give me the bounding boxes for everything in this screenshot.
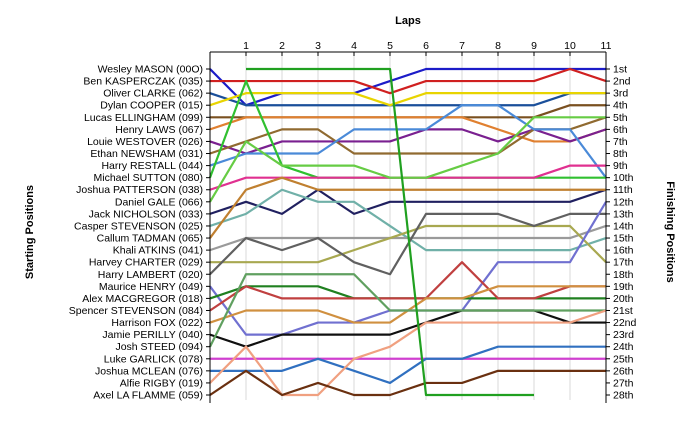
lap-tick-label: 11 xyxy=(601,40,612,52)
starting-label: Louie WESTOVER (026) xyxy=(87,136,203,148)
starting-position-labels: Wesley MASON (00O)Ben KASPERCZAK (035)Ol… xyxy=(69,64,203,402)
finishing-label: 19th xyxy=(613,281,634,293)
starting-label: Jamie PERILLY (040) xyxy=(102,329,203,341)
axes xyxy=(206,51,610,403)
finishing-position-labels: 1st2nd3rd4th5th6th7th8th9th10th11th12th1… xyxy=(613,64,637,402)
series-line-12 xyxy=(209,116,606,203)
finishing-label: 26th xyxy=(613,365,634,377)
starting-label: Jack NICHOLSON (033) xyxy=(89,208,203,220)
lap-tick-label: 3 xyxy=(315,40,321,52)
starting-label: Callum TADMAN (065) xyxy=(97,233,203,245)
finishing-label: 7th xyxy=(613,136,628,148)
series-line-4 xyxy=(209,92,606,107)
lap-tick-label: 2 xyxy=(279,40,285,52)
starting-label: Harry RESTALL (044) xyxy=(101,160,203,172)
finishing-label: 24th xyxy=(613,341,634,353)
series-line-29 xyxy=(246,67,534,397)
series-line-20 xyxy=(209,285,606,300)
starting-label: Harry LAMBERT (020) xyxy=(98,269,203,281)
starting-label: Daniel GALE (066) xyxy=(115,196,203,208)
series-line-3 xyxy=(209,92,606,107)
lap-tick-label: 5 xyxy=(387,40,393,52)
finishing-label: 22nd xyxy=(613,317,637,329)
finishing-label: 18th xyxy=(613,269,634,281)
series-line-22 xyxy=(209,285,606,324)
lap-tick-label: 8 xyxy=(495,40,501,52)
lap-tick-label: 9 xyxy=(531,40,537,52)
starting-label: Luke GARLICK (078) xyxy=(104,353,203,365)
series-line-23 xyxy=(209,309,606,348)
finishing-label: 20th xyxy=(613,293,634,305)
starting-label: Dylan COOPER (015) xyxy=(100,100,203,112)
finishing-label: 21st xyxy=(613,305,633,317)
finishing-label: 5th xyxy=(613,112,628,124)
lap-tick-label: 10 xyxy=(564,40,576,52)
finishing-label: 1st xyxy=(613,64,627,76)
starting-label: Joshua PATTERSON (038) xyxy=(76,184,203,196)
finishing-label: 2nd xyxy=(613,76,631,88)
finishing-label: 16th xyxy=(613,245,634,257)
lap-tick-label: 7 xyxy=(459,40,465,52)
y-axis-label-right: Finishing Positions xyxy=(664,181,676,282)
finishing-label: 13th xyxy=(613,208,634,220)
series-layer xyxy=(208,67,607,397)
starting-label: Alfie RIGBY (019) xyxy=(120,377,203,389)
finishing-label: 3rd xyxy=(613,88,628,100)
finishing-label: 8th xyxy=(613,148,628,160)
series-line-7 xyxy=(209,128,607,155)
starting-label: Alex MACGREGOR (018) xyxy=(82,293,203,305)
series-line-27 xyxy=(209,309,607,397)
lap-tick-label: 1 xyxy=(243,40,249,52)
series-line-21 xyxy=(209,261,606,312)
y-axis-label-left: Starting Positions xyxy=(24,185,36,279)
finishing-label: 11th xyxy=(613,184,633,196)
starting-label: Ben KASPERCZAK (035) xyxy=(83,76,203,88)
lap-tick-label: 4 xyxy=(351,40,357,52)
finishing-label: 15th xyxy=(613,233,634,245)
starting-label: Joshua MCLEAN (076) xyxy=(95,365,203,377)
finishing-label: 17th xyxy=(613,257,634,269)
finishing-label: 4th xyxy=(613,100,628,112)
starting-label: Axel LA FLAMME (059) xyxy=(93,390,203,402)
series-line-2 xyxy=(210,67,607,95)
starting-label: Harvey CHARTER (029) xyxy=(89,257,203,269)
lap-tick-label: 6 xyxy=(423,40,429,52)
starting-label: Khali ATKINS (041) xyxy=(113,245,203,257)
starting-label: Lucas ELLINGHAM (099) xyxy=(84,112,203,124)
series-line-5 xyxy=(210,104,606,119)
starting-label: Henry LAWS (067) xyxy=(115,124,203,136)
series-line-18 xyxy=(209,212,606,276)
series-line-28 xyxy=(209,369,606,397)
starting-label: Wesley MASON (00O) xyxy=(98,64,203,76)
starting-label: Oliver CLARKE (062) xyxy=(103,88,203,100)
finishing-label: 9th xyxy=(613,160,628,172)
chart-title: Laps xyxy=(395,15,421,27)
starting-label: Josh STEED (094) xyxy=(115,341,203,353)
starting-label: Ethan NEWSHAM (031) xyxy=(90,148,203,160)
finishing-label: 10th xyxy=(613,172,634,184)
series-line-15 xyxy=(209,176,606,239)
starting-label: Harrison FOX (022) xyxy=(111,317,203,329)
finishing-label: 12th xyxy=(613,196,634,208)
starting-label: Michael SUTTON (080) xyxy=(93,172,203,184)
series-line-1 xyxy=(209,67,606,107)
series-line-26 xyxy=(210,345,606,385)
starting-label: Casper STEVENSON (025) xyxy=(74,220,203,232)
series-line-24 xyxy=(209,273,606,348)
starting-label: Maurice HENRY (049) xyxy=(99,281,203,293)
finishing-label: 25th xyxy=(613,353,634,365)
finishing-label: 28th xyxy=(613,390,634,402)
finishing-label: 27th xyxy=(613,377,634,389)
lap-tick-labels: 1 2 3 4 5 6 7 8 9 10 11 xyxy=(243,40,612,52)
finishing-label: 23rd xyxy=(613,329,634,341)
starting-label: Spencer STEVENSON (084) xyxy=(69,305,203,317)
finishing-label: 6th xyxy=(613,124,628,136)
finishing-label: 14th xyxy=(613,220,634,232)
series-line-13 xyxy=(209,188,607,215)
series-line-6 xyxy=(209,116,607,143)
